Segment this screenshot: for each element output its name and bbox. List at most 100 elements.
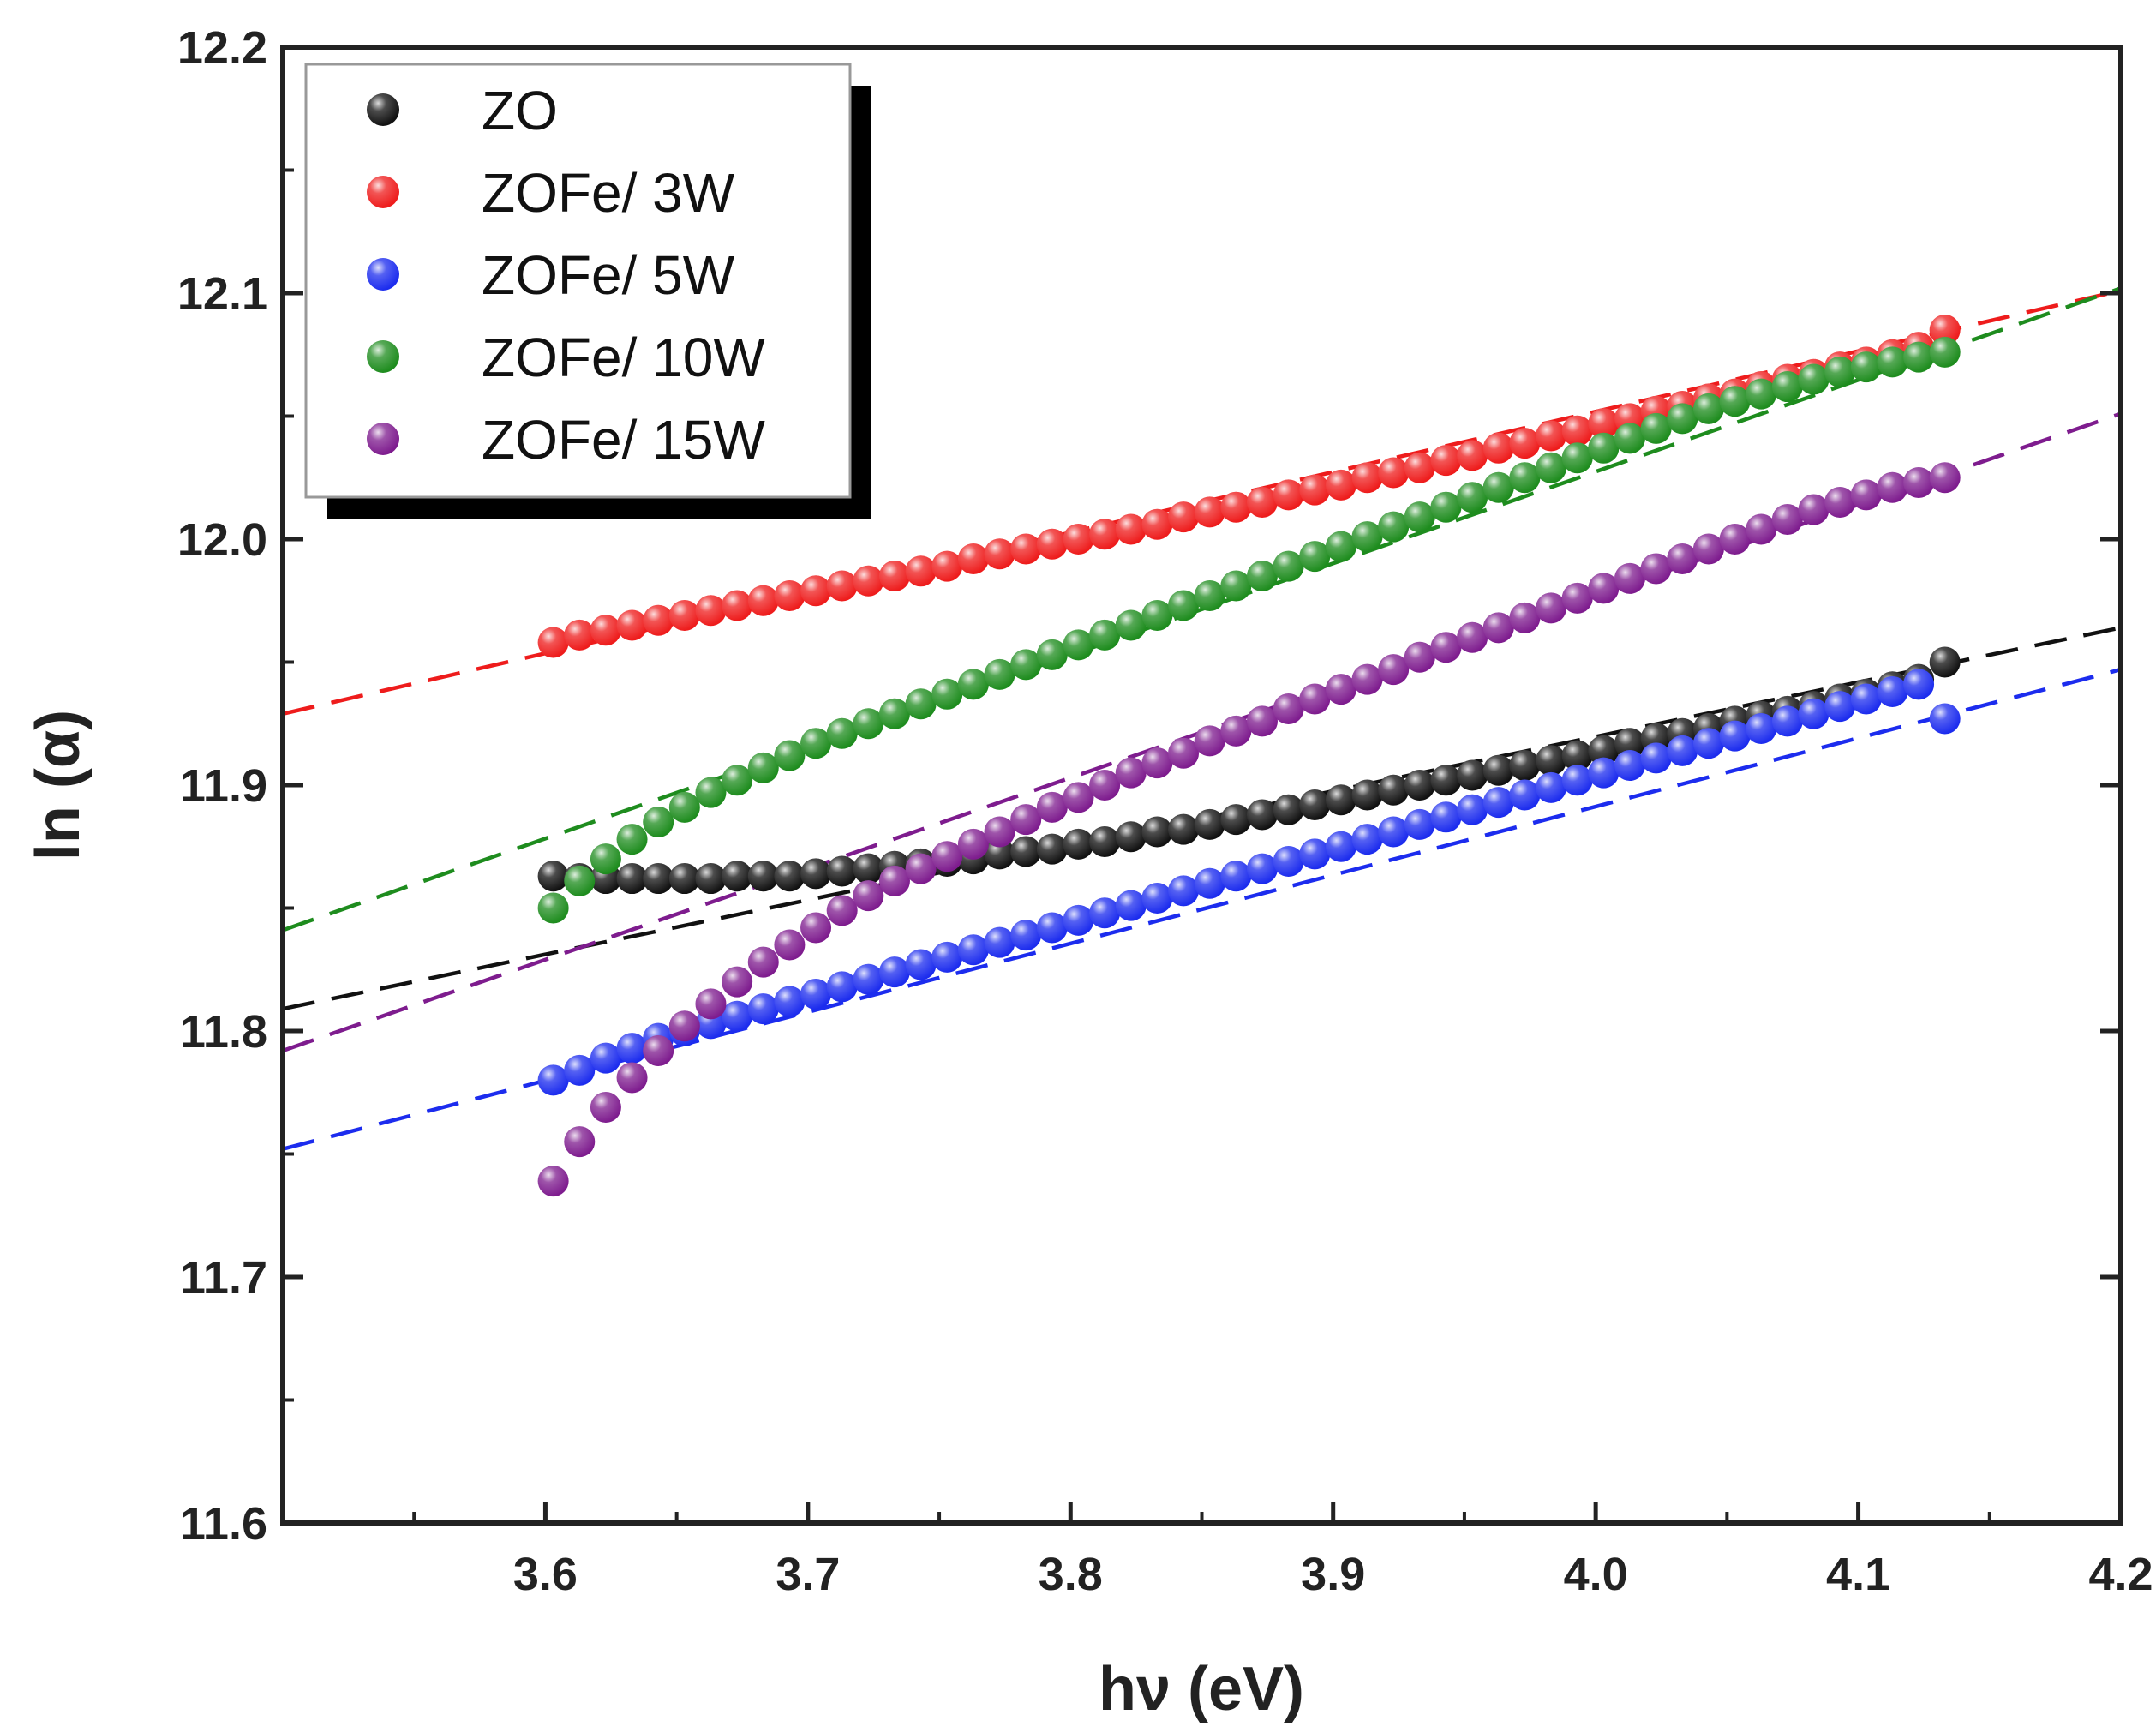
data-point-shine [1798, 363, 1830, 395]
data-point-shine [1168, 737, 1200, 769]
data-point [1536, 745, 1567, 777]
data-point-shine [722, 1000, 753, 1032]
data-point-shine [1246, 705, 1278, 737]
data-point [931, 550, 963, 582]
data-point-shine [1010, 804, 1042, 836]
data-point-shine [1588, 573, 1620, 604]
data-point-shine [1115, 890, 1147, 921]
data-point [1824, 486, 1856, 518]
data-point [1509, 462, 1541, 494]
data-point [1063, 828, 1094, 860]
data-point [826, 570, 858, 602]
data-point [643, 1034, 674, 1066]
x-tick-label: 4.0 [1564, 1549, 1628, 1600]
data-point [1220, 491, 1252, 523]
data-point-shine [1640, 553, 1672, 585]
data-point-shine [1220, 570, 1252, 602]
data-point [1246, 486, 1278, 518]
data-point [800, 978, 832, 1010]
data-point [537, 1166, 569, 1197]
data-point-shine [931, 678, 963, 710]
data-point [1010, 533, 1042, 565]
data-point [668, 599, 700, 631]
data-point-shine [1719, 386, 1751, 417]
data-point [1536, 452, 1567, 483]
data-point [1404, 641, 1435, 673]
data-point-shine [905, 688, 937, 720]
data-point [905, 688, 937, 720]
data-point [878, 698, 910, 729]
data-point [1089, 770, 1121, 801]
data-point [1220, 804, 1252, 836]
data-point-shine [1378, 511, 1410, 543]
data-point-shine [1141, 816, 1173, 848]
data-point [722, 861, 753, 892]
data-point-shine [1273, 794, 1304, 825]
data-point-shine [1115, 821, 1147, 853]
data-point-shine [747, 993, 779, 1025]
data-point-shine [747, 946, 779, 978]
data-point-shine [695, 595, 727, 627]
data-point-shine [1509, 750, 1541, 782]
data-point [1404, 452, 1435, 483]
data-point [1063, 904, 1094, 936]
data-point-shine [1746, 513, 1777, 545]
data-point-shine [695, 777, 727, 808]
data-point [1692, 533, 1724, 565]
data-point-shine [616, 609, 648, 641]
data-point [800, 858, 832, 890]
data-point [878, 956, 910, 988]
data-point-shine [1482, 471, 1514, 503]
data-point-shine [1588, 408, 1620, 440]
data-point-shine [1430, 801, 1462, 833]
data-point [905, 853, 937, 884]
data-point-shine [1929, 336, 1961, 368]
data-point-shine [1482, 787, 1514, 819]
data-point-shine [826, 570, 858, 602]
data-point [984, 926, 1015, 958]
data-point-shine [1509, 428, 1541, 459]
data-point [1509, 779, 1541, 811]
data-point [1404, 501, 1435, 533]
data-point-shine [1850, 683, 1882, 715]
data-point [1850, 351, 1882, 383]
data-point [1194, 496, 1225, 528]
data-point-shine [747, 861, 779, 892]
data-point-shine [800, 728, 832, 759]
data-point [1614, 750, 1645, 782]
legend-marker [367, 423, 399, 455]
data-point-shine [1588, 432, 1620, 464]
data-point-shine [1036, 912, 1068, 944]
data-point [1588, 573, 1620, 604]
data-point [1929, 646, 1961, 678]
data-point [1561, 765, 1593, 796]
data-point-shine [1482, 754, 1514, 786]
data-point [1457, 621, 1488, 653]
data-point-shine [853, 963, 884, 995]
data-point [1536, 771, 1567, 803]
data-point-shine [774, 929, 806, 961]
data-point [747, 946, 779, 978]
data-point-shine [1692, 533, 1724, 565]
data-point [1378, 457, 1410, 489]
data-point-shine [695, 863, 727, 895]
data-point [1036, 528, 1068, 560]
data-point-shine [1850, 479, 1882, 511]
series-zofe-15w [537, 462, 1961, 1197]
data-point [643, 807, 674, 838]
data-point-shine [1299, 789, 1331, 820]
data-point-shine [747, 752, 779, 783]
data-point-shine [1010, 920, 1042, 951]
data-point [1824, 356, 1856, 387]
data-point [826, 855, 858, 887]
data-point [957, 543, 989, 574]
legend-label: ZOFe/ 15W [482, 409, 765, 471]
data-point-shine [1299, 541, 1331, 573]
data-point [1903, 341, 1935, 373]
data-point [1010, 920, 1042, 951]
data-point [1482, 432, 1514, 464]
data-point [957, 934, 989, 966]
data-point-shine [643, 604, 674, 636]
data-point-shine [1273, 550, 1304, 582]
data-point [537, 1064, 569, 1096]
